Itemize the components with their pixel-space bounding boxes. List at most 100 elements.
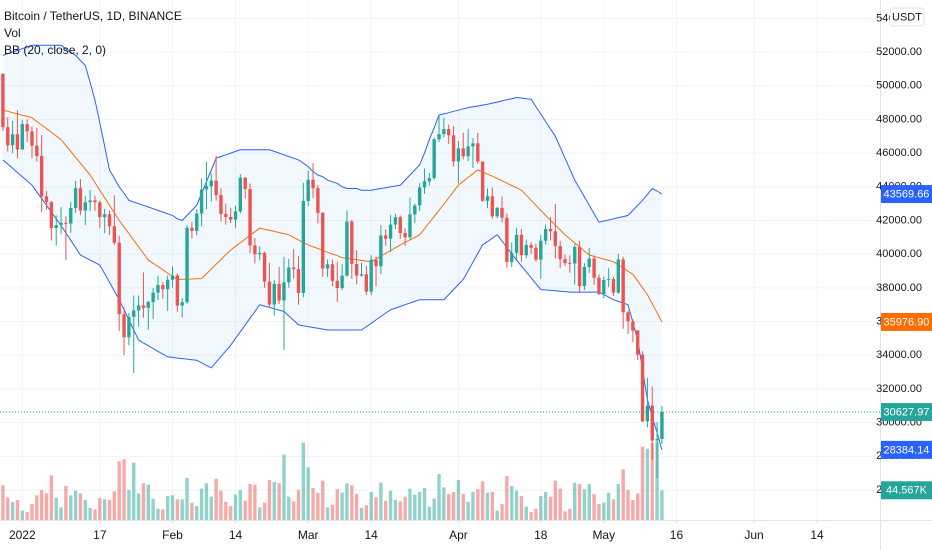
candle-body <box>224 213 228 217</box>
y-tick-label: 42000.00 <box>876 214 922 226</box>
candle-body <box>510 252 514 263</box>
x-tick-label: Jun <box>744 528 763 542</box>
volume-bar <box>141 483 146 520</box>
candle-body <box>374 259 378 267</box>
candle-body <box>534 247 538 260</box>
candle-body <box>500 207 504 218</box>
volume-bar <box>408 488 412 520</box>
volume-bar <box>514 490 519 520</box>
candle-body <box>98 202 102 218</box>
candle-body <box>573 246 577 264</box>
candle-body <box>597 277 601 295</box>
volume-bar <box>529 512 533 520</box>
y-tick-label: 34000.00 <box>876 349 922 361</box>
volume-bar <box>524 506 528 520</box>
volume-bar <box>480 481 485 520</box>
candle-body <box>611 279 616 293</box>
candle-body <box>321 212 325 269</box>
volume-bar <box>577 484 582 520</box>
volume-bar <box>359 508 364 520</box>
volume-bar <box>316 492 320 520</box>
volume-bar <box>233 494 238 520</box>
candle-body <box>282 282 286 301</box>
volume-bar <box>219 490 223 520</box>
volume-bar <box>175 499 180 520</box>
candle-body <box>330 264 335 281</box>
candle-body <box>476 143 480 162</box>
volume-bar <box>127 490 131 520</box>
x-tick-label: Apr <box>449 528 468 542</box>
volume-bar <box>553 480 558 520</box>
candle-body <box>398 217 402 233</box>
volume-bar <box>156 508 160 520</box>
volume-bar <box>539 496 543 520</box>
candle-body <box>640 354 645 422</box>
volume-bar <box>616 484 621 520</box>
candle-body <box>577 246 582 287</box>
volume-bar <box>267 480 272 520</box>
candle-body <box>170 275 175 280</box>
candle-body <box>59 222 63 226</box>
volume-bar <box>500 504 504 520</box>
volume-bar <box>466 502 470 520</box>
volume-bar <box>602 502 606 520</box>
candle-body <box>568 263 572 265</box>
y-tick-label: 46000.00 <box>876 147 922 159</box>
volume-bar <box>248 484 252 520</box>
volume-bar <box>563 511 567 520</box>
candle-body <box>214 180 218 196</box>
candle-body <box>1 73 5 128</box>
candle-body <box>136 305 141 311</box>
volume-bar <box>403 496 407 520</box>
volume-bar <box>321 480 325 520</box>
volume-bar <box>64 486 68 520</box>
candle-body <box>156 285 160 293</box>
volume-bar <box>146 484 150 520</box>
candle-body <box>204 186 209 190</box>
candle-body <box>350 221 354 264</box>
candle-body <box>243 177 247 189</box>
volume-bar <box>20 510 24 520</box>
candle-body <box>15 134 20 150</box>
volume-bar <box>25 512 29 520</box>
candle-body <box>209 180 213 187</box>
candle-body <box>190 227 194 231</box>
volume-bar <box>369 492 373 520</box>
volume-bar <box>437 474 441 520</box>
volume-bar <box>330 504 335 520</box>
lower-band <box>2 159 663 451</box>
volume-bar <box>228 506 233 520</box>
volume-bar <box>543 492 548 520</box>
candle-body <box>93 200 97 203</box>
volume-bar <box>83 500 87 520</box>
price-badge <box>881 440 932 459</box>
volume-bar <box>190 502 194 520</box>
candle-body <box>616 259 621 293</box>
candle-body <box>466 146 470 157</box>
volume-bar <box>417 492 422 520</box>
price-badge-label: 35976.90 <box>884 316 930 328</box>
candle-body <box>10 134 15 146</box>
candle-body <box>345 221 349 276</box>
volume-bar <box>112 491 117 520</box>
volume-bar <box>224 502 228 520</box>
volume-bar <box>631 500 635 520</box>
candles <box>0 73 880 479</box>
candle-body <box>272 283 276 305</box>
currency-badge[interactable] <box>889 7 925 27</box>
chart-title: Bitcoin / TetherUS, 1D, BINANCE <box>4 9 182 23</box>
volume-bar <box>597 504 601 520</box>
volume-bar <box>93 509 97 520</box>
candle-body <box>451 135 456 162</box>
candle-body <box>238 177 243 212</box>
candle-body <box>543 228 548 241</box>
candle-body <box>393 217 398 225</box>
volume-bar <box>107 500 112 520</box>
price-badge <box>881 185 932 204</box>
candle-body <box>248 188 252 246</box>
currency-label[interactable]: USDT <box>892 11 922 23</box>
volume-bar <box>495 510 499 520</box>
basis-line <box>2 109 663 323</box>
candle-body <box>69 208 73 224</box>
volume-bar <box>640 446 645 520</box>
